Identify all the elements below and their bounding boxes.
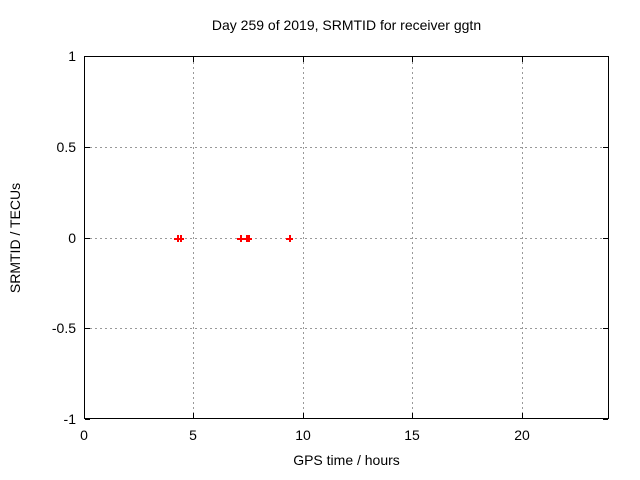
x-tick-mark bbox=[303, 57, 304, 62]
y-tick-mark bbox=[603, 147, 608, 148]
x-tick-label: 10 bbox=[295, 427, 311, 443]
x-tick-label: 5 bbox=[189, 427, 197, 443]
x-tick-mark bbox=[84, 57, 85, 62]
gridline-horizontal bbox=[85, 238, 608, 239]
x-tick-mark bbox=[412, 413, 413, 418]
x-tick-mark bbox=[193, 413, 194, 418]
x-tick-label: 20 bbox=[514, 427, 530, 443]
x-tick-mark bbox=[522, 413, 523, 418]
y-tick-mark bbox=[603, 328, 608, 329]
y-tick-label: 0 bbox=[68, 230, 76, 246]
x-tick-mark bbox=[522, 57, 523, 62]
gridline-vertical bbox=[522, 57, 523, 418]
y-tick-mark bbox=[85, 238, 90, 239]
y-tick-mark bbox=[85, 147, 90, 148]
y-tick-mark bbox=[85, 328, 90, 329]
data-point-marker bbox=[245, 235, 252, 242]
y-tick-label: 0.5 bbox=[56, 139, 76, 155]
y-tick-label: -1 bbox=[63, 411, 76, 427]
gridline-vertical bbox=[193, 57, 194, 418]
y-tick-label: -0.5 bbox=[51, 320, 76, 336]
gridline-horizontal bbox=[85, 147, 608, 148]
y-tick-label: 1 bbox=[68, 48, 76, 64]
chart-title: Day 259 of 2019, SRMTID for receiver ggt… bbox=[211, 17, 482, 33]
x-tick-mark bbox=[193, 57, 194, 62]
data-point-marker bbox=[237, 235, 244, 242]
data-point-marker bbox=[177, 235, 184, 242]
x-axis-label: GPS time / hours bbox=[293, 452, 400, 468]
plot-area bbox=[84, 56, 609, 420]
gridline-vertical bbox=[303, 57, 304, 418]
y-tick-mark bbox=[603, 419, 608, 420]
gridline-vertical bbox=[412, 57, 413, 418]
gridline-horizontal bbox=[85, 328, 608, 329]
x-tick-label: 0 bbox=[80, 427, 88, 443]
x-tick-label: 15 bbox=[404, 427, 420, 443]
y-tick-mark bbox=[603, 238, 608, 239]
y-tick-mark bbox=[85, 419, 90, 420]
data-point-marker bbox=[286, 235, 293, 242]
x-tick-mark bbox=[84, 413, 85, 418]
y-tick-mark bbox=[85, 56, 90, 57]
x-tick-mark bbox=[303, 413, 304, 418]
y-tick-mark bbox=[603, 56, 608, 57]
x-tick-mark bbox=[412, 57, 413, 62]
